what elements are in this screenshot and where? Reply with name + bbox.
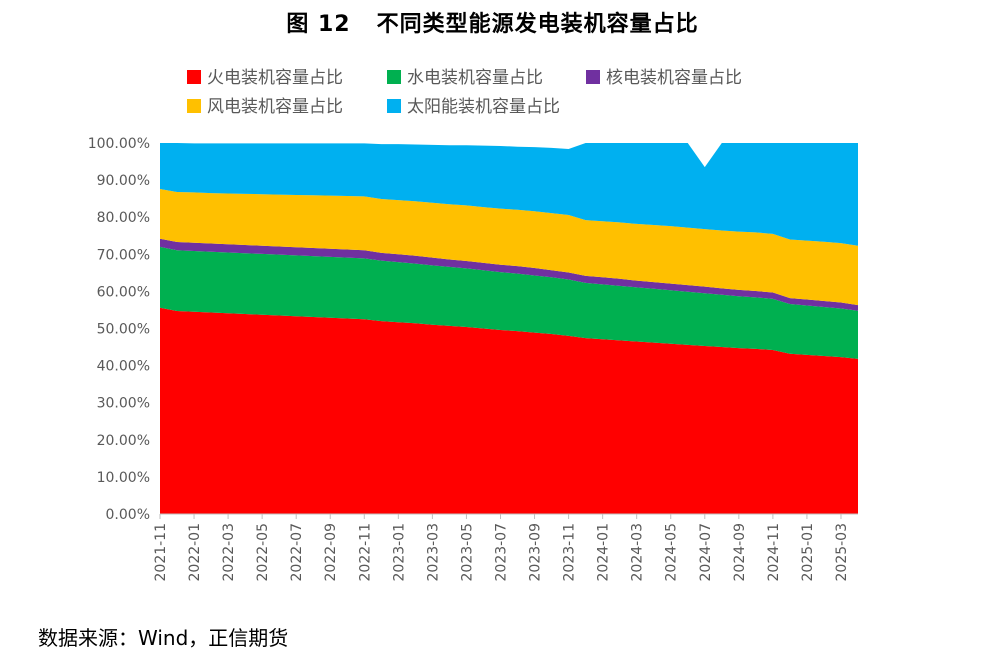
x-tick-label: 2022-01 xyxy=(187,523,203,582)
x-tick-label: 2022-11 xyxy=(357,523,373,582)
legend-swatch-1 xyxy=(387,70,401,84)
legend-label-4: 太阳能装机容量占比 xyxy=(407,97,560,117)
x-tick-label: 2024-07 xyxy=(698,523,714,582)
y-tick-label: 40.00% xyxy=(97,359,150,375)
legend-swatch-0 xyxy=(187,70,201,84)
y-axis: 0.00% 10.00% 20.00% 30.00% 40.00% 50.00% 60.00… xyxy=(88,136,150,523)
y-tick-label: 90.00% xyxy=(97,173,150,189)
x-tick-label: 2023-01 xyxy=(391,523,407,582)
area-series-1 xyxy=(160,246,858,359)
area-series-4 xyxy=(160,143,858,246)
x-tick-label: 2024-03 xyxy=(630,523,646,582)
y-tick-label: 60.00% xyxy=(97,284,150,300)
area-series xyxy=(160,143,858,514)
area-series-2 xyxy=(160,238,858,311)
x-axis: 2021-11 2022-01 2022-03 2022-05 2022-07 2022-… xyxy=(153,513,858,582)
x-tick-label: 2023-09 xyxy=(528,523,544,582)
x-tick-label: 2023-05 xyxy=(459,523,475,582)
figure-number: 图 12 xyxy=(286,12,351,37)
legend-label-1: 水电装机容量占比 xyxy=(407,68,543,88)
x-tick-label: 2023-07 xyxy=(493,523,509,582)
legend-label-0: 火电装机容量占比 xyxy=(207,68,343,88)
y-tick-label: 70.00% xyxy=(97,247,150,263)
legend-label-3: 风电装机容量占比 xyxy=(207,97,343,117)
chart-title: 图 12 不同类型能源发电装机容量占比 xyxy=(0,6,985,38)
y-tick-label: 0.00% xyxy=(106,507,150,523)
x-tick-label: 2024-01 xyxy=(596,523,612,582)
area-series-3 xyxy=(160,189,858,306)
source-note: 数据来源：Wind，正信期货 xyxy=(38,626,289,650)
x-tick-label: 2021-11 xyxy=(153,523,169,582)
x-tick-label: 2022-05 xyxy=(255,523,271,582)
y-tick-label: 50.00% xyxy=(97,322,150,338)
x-tick-label: 2022-07 xyxy=(289,523,305,582)
y-tick-label: 10.00% xyxy=(97,470,150,486)
x-tick-label: 2025-03 xyxy=(834,523,850,582)
x-tick-label: 2022-03 xyxy=(221,523,237,582)
x-tick-label: 2025-01 xyxy=(800,523,816,582)
y-tick-label: 80.00% xyxy=(97,210,150,226)
x-tick-label: 2024-11 xyxy=(766,523,782,582)
figure-title: 不同类型能源发电装机容量占比 xyxy=(376,12,699,37)
y-tick-label: 20.00% xyxy=(97,433,150,449)
x-tick-label: 2023-11 xyxy=(562,523,578,582)
x-tick-label: 2024-09 xyxy=(732,523,748,582)
x-tick-label: 2022-09 xyxy=(323,523,339,582)
legend-swatch-4 xyxy=(387,99,401,113)
x-tick-label: 2023-03 xyxy=(425,523,441,582)
area-series-0 xyxy=(160,307,858,514)
y-tick-label: 30.00% xyxy=(97,396,150,412)
x-tick-label: 2024-05 xyxy=(664,523,680,582)
y-tick-label: 100.00% xyxy=(88,136,150,152)
legend-swatch-2 xyxy=(586,70,600,84)
legend-swatch-3 xyxy=(187,99,201,113)
legend-label-2: 核电装机容量占比 xyxy=(606,68,742,88)
